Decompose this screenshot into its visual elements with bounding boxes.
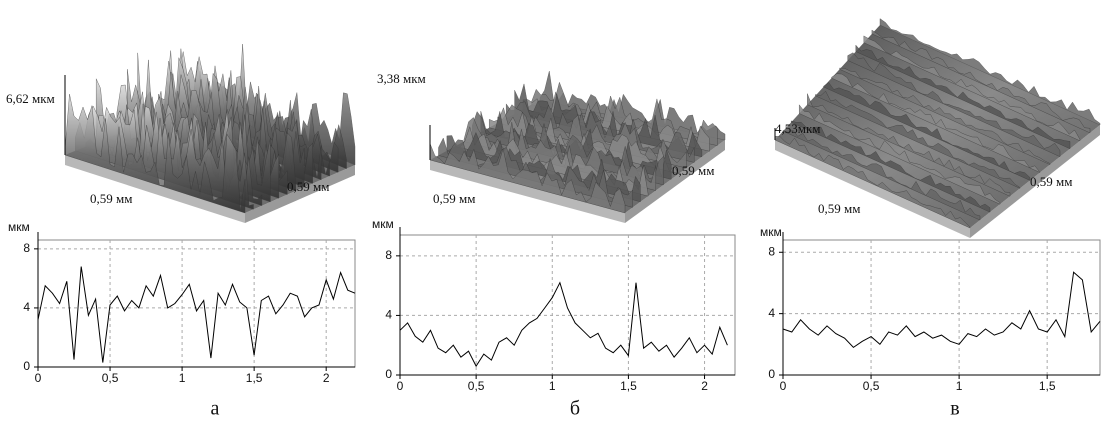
y-size-label: 0,59 мм: [287, 179, 329, 194]
surface-base: [625, 140, 725, 223]
y-size-label: 0,59 мм: [1030, 174, 1072, 189]
x-tick-label: 0,5: [102, 371, 119, 385]
surface-ridge: [798, 104, 1001, 205]
x-tick-label: 0,5: [468, 379, 485, 393]
y-axis-label: мкм: [372, 217, 394, 231]
x-tick-label: 1,5: [1039, 379, 1056, 393]
x-tick-label: 1,5: [246, 371, 263, 385]
height-label: 3,38 мкм: [377, 71, 426, 86]
x-tick-label: 0: [397, 379, 404, 393]
y-axis-label: мкм: [760, 225, 782, 239]
x-tick-label: 0: [35, 371, 42, 385]
surface-ridge: [871, 29, 1091, 134]
profile-line: [399, 281, 728, 368]
y-tick-label: 8: [23, 241, 30, 255]
x-tick-label: 2: [323, 371, 330, 385]
y-tick-label: 4: [23, 300, 30, 314]
surface-ridge: [831, 73, 1041, 173]
surface-base: [970, 125, 1100, 238]
profile-line: [782, 271, 1101, 349]
x-tick-label: 0: [780, 379, 787, 393]
x-tick-label: 1: [179, 371, 186, 385]
panel-caption: б: [570, 398, 580, 420]
height-label: 4,53мкм: [775, 121, 821, 136]
panel-caption: в: [950, 398, 959, 420]
y-size-label: 0,59 мм: [672, 163, 714, 178]
x-size-label: 0,59 мм: [433, 191, 475, 206]
x-size-label: 0,59 мм: [818, 201, 860, 216]
height-label: 6,62 мкм: [6, 91, 55, 106]
x-tick-label: 2: [701, 379, 708, 393]
surface-ridge: [823, 82, 1031, 181]
surface-ridge: [505, 101, 695, 163]
x-tick-label: 1: [549, 379, 556, 393]
y-tick-label: 4: [385, 308, 392, 322]
surface-ridge: [815, 90, 1021, 189]
y-tick-label: 8: [768, 244, 775, 258]
surface-ridge: [847, 52, 1061, 158]
x-size-label: 0,59 мм: [90, 191, 132, 206]
panel-caption: а: [211, 398, 220, 420]
surface-ridge: [807, 93, 1011, 197]
surface-ridge: [863, 35, 1081, 142]
y-tick-label: 0: [385, 367, 392, 381]
x-tick-label: 1: [956, 379, 963, 393]
x-tick-label: 1,5: [620, 379, 637, 393]
surface-ridge: [429, 143, 626, 214]
x-tick-label: 0,5: [863, 379, 880, 393]
surface-base: [245, 165, 355, 223]
surface-ridge: [855, 44, 1071, 150]
surface-base: [65, 155, 245, 223]
plot-area: [37, 239, 356, 368]
surface-ridge: [64, 94, 246, 214]
y-tick-label: 4: [768, 306, 775, 320]
y-tick-label: 0: [768, 367, 775, 381]
surface-ridge: [879, 18, 1101, 126]
y-axis-label: мкм: [8, 220, 30, 234]
surface-base: [775, 140, 970, 238]
y-tick-label: 0: [23, 359, 30, 373]
surface-ridge: [790, 120, 991, 213]
surface-base: [430, 160, 625, 223]
plot-area: [782, 239, 1101, 376]
surface-ridge: [782, 129, 981, 221]
surface-ridge: [839, 67, 1051, 165]
profile-line: [37, 266, 356, 363]
surface-ridge: [774, 135, 971, 229]
y-tick-label: 8: [385, 248, 392, 262]
